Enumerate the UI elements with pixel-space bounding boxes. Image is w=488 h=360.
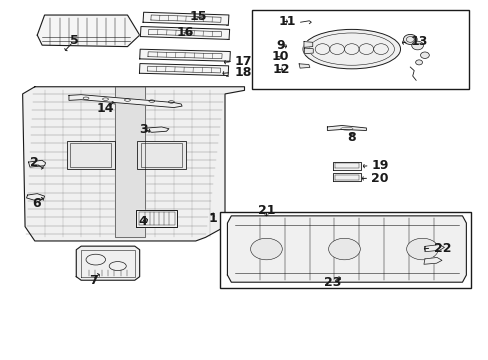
Text: 7: 7 [89, 274, 98, 287]
Text: 18: 18 [234, 66, 252, 79]
Polygon shape [146, 127, 168, 132]
Text: 6: 6 [32, 197, 41, 210]
Polygon shape [304, 48, 313, 54]
Circle shape [420, 52, 428, 58]
Polygon shape [143, 12, 228, 25]
Bar [137, 140, 185, 169]
Text: 9: 9 [276, 39, 284, 52]
Circle shape [415, 60, 422, 65]
Text: 17: 17 [234, 55, 252, 68]
Bar [251, 10, 468, 89]
Text: 4: 4 [138, 215, 147, 228]
Text: 3: 3 [140, 123, 148, 136]
Bar [66, 140, 115, 169]
Polygon shape [22, 87, 244, 241]
Polygon shape [139, 64, 228, 76]
Polygon shape [299, 64, 309, 68]
Text: 22: 22 [433, 242, 450, 255]
Polygon shape [76, 246, 140, 280]
Circle shape [411, 41, 423, 50]
Text: 8: 8 [347, 131, 355, 144]
Bar [141, 143, 182, 167]
Text: 1: 1 [208, 212, 217, 225]
Text: 11: 11 [278, 15, 296, 28]
Ellipse shape [406, 238, 437, 260]
Polygon shape [136, 210, 177, 227]
Polygon shape [37, 15, 140, 46]
Text: 10: 10 [271, 50, 288, 63]
Polygon shape [227, 216, 466, 282]
Text: 23: 23 [323, 276, 340, 289]
Text: 21: 21 [257, 204, 275, 217]
Text: 19: 19 [370, 159, 388, 172]
Polygon shape [304, 41, 312, 47]
Text: 20: 20 [370, 172, 388, 185]
Polygon shape [26, 194, 44, 200]
Bar [220, 212, 470, 288]
Polygon shape [424, 244, 444, 252]
Bar [70, 143, 111, 167]
Ellipse shape [328, 238, 360, 260]
Text: 16: 16 [176, 26, 193, 39]
Text: 14: 14 [97, 103, 114, 116]
Polygon shape [327, 126, 366, 131]
Text: 2: 2 [30, 156, 39, 169]
Polygon shape [140, 49, 230, 61]
Polygon shape [332, 162, 360, 170]
Polygon shape [423, 257, 441, 264]
Text: 15: 15 [189, 10, 207, 23]
Text: 12: 12 [272, 63, 290, 76]
Ellipse shape [250, 238, 282, 260]
Circle shape [403, 35, 416, 44]
Polygon shape [115, 87, 144, 237]
Ellipse shape [303, 30, 400, 69]
Polygon shape [332, 173, 360, 181]
Text: 5: 5 [70, 33, 79, 47]
Polygon shape [140, 27, 229, 39]
Polygon shape [28, 160, 45, 167]
Text: 13: 13 [409, 35, 427, 49]
Polygon shape [69, 95, 182, 108]
